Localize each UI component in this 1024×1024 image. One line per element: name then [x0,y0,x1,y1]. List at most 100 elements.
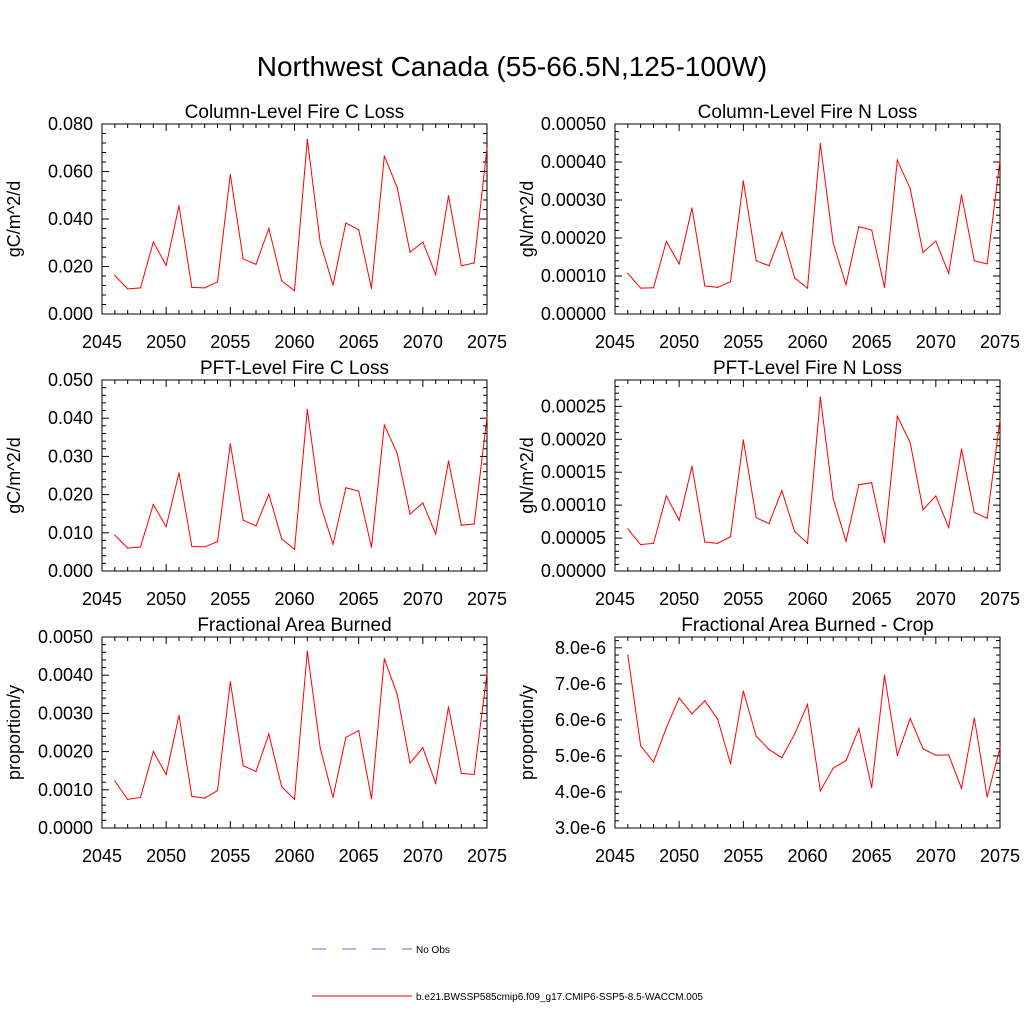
data-point [242,258,244,260]
data-point [781,231,783,233]
data-point [383,658,385,660]
data-point [486,147,488,149]
y-tick-label: 5.0e-6 [555,746,606,766]
data-point [139,287,142,289]
data-point [127,288,129,290]
data-point [460,772,462,774]
data-point [665,240,667,243]
data-point [281,538,283,540]
data-point [422,747,424,749]
data-point [640,287,642,289]
data-point [871,482,873,484]
data-point [973,260,975,262]
data-point [191,545,193,548]
data-point [781,490,783,492]
data-point [960,787,963,789]
panel-title: PFT-Level Fire C Loss [200,358,389,379]
x-tick-label: 2065 [852,846,892,866]
data-point [422,502,424,504]
panel-6: Fractional Area Burned - Crop proportion/… [517,615,1020,866]
data-point [229,443,231,445]
data-point [678,697,680,699]
x-tick-label: 2075 [467,589,507,609]
x-tick-label: 2070 [916,846,956,866]
data-point [396,693,398,695]
y-tick-label: 0.010 [48,523,93,543]
x-tick-label: 2055 [723,589,763,609]
panel-title: Column-Level Fire C Loss [185,102,405,123]
y-tick-label: 0.020 [48,257,93,277]
data-point [358,490,360,492]
panels: Column-Level Fire C Loss gC/m^2/d 2045 2050… [4,102,1020,866]
data-point [935,754,937,756]
data-point [255,525,257,527]
data-point [345,487,347,489]
data-point [473,523,475,525]
y-tick-label: 8.0e-6 [555,638,606,658]
data-point [691,465,693,467]
data-point [268,493,270,495]
data-point [755,517,757,519]
y-tick-label: 0.0050 [38,627,93,647]
data-point [986,263,988,265]
data-point [858,226,860,228]
data-point [114,274,116,277]
y-tick-label: 0.000 [48,561,93,581]
x-tick-label: 2070 [403,589,443,609]
data-point [704,541,706,543]
data-point [832,242,834,244]
data-point [742,439,744,441]
y-tick-label: 0.00020 [541,429,606,449]
x-tick-label: 2050 [146,332,186,352]
data-point [319,241,321,243]
y-axis-label: proportion/y [4,685,24,780]
y-tick-label: 0.040 [48,408,93,428]
data-point [306,408,308,411]
x-tick-label: 2060 [787,332,827,352]
data-point [742,180,744,182]
data-point [358,729,360,732]
data-point [794,530,796,533]
data-point [242,765,244,767]
data-point [435,533,437,535]
data-point [409,513,411,515]
data-point [858,484,860,486]
data-point [293,290,296,292]
data-point [948,526,950,529]
x-tick-label: 2075 [467,846,507,866]
y-tick-label: 0.020 [48,485,93,505]
y-tick-label: 0.0020 [38,742,93,762]
data-point [999,159,1001,161]
data-point [768,748,770,751]
data-point [306,650,308,652]
data-point [178,205,180,207]
plot-frame [614,636,1001,829]
y-tick-label: 6.0e-6 [555,710,606,730]
data-point [293,798,296,800]
panel-title: Column-Level Fire N Loss [698,102,918,123]
data-point [960,448,963,450]
data-point [319,747,321,749]
data-point [281,280,283,282]
data-point [819,396,821,398]
data-point [717,718,719,720]
data-point [832,767,834,769]
data-point [114,534,116,536]
data-point [473,773,475,776]
x-tick-label: 2070 [916,332,956,352]
data-point [370,797,373,800]
data-point [383,424,385,426]
data-point [781,757,783,759]
data-point [447,195,450,197]
data-point [242,519,244,521]
data-point [178,714,180,716]
x-tick-label: 2050 [659,332,699,352]
data-point [806,703,809,705]
x-tick-label: 2060 [274,332,314,352]
y-axis-label: proportion/y [517,685,537,780]
data-point [358,229,360,231]
y-tick-label: 0.00005 [541,528,606,548]
y-tick-label: 3.0e-6 [555,818,606,838]
series-line [114,651,488,801]
y-tick-label: 0.00030 [541,190,606,210]
